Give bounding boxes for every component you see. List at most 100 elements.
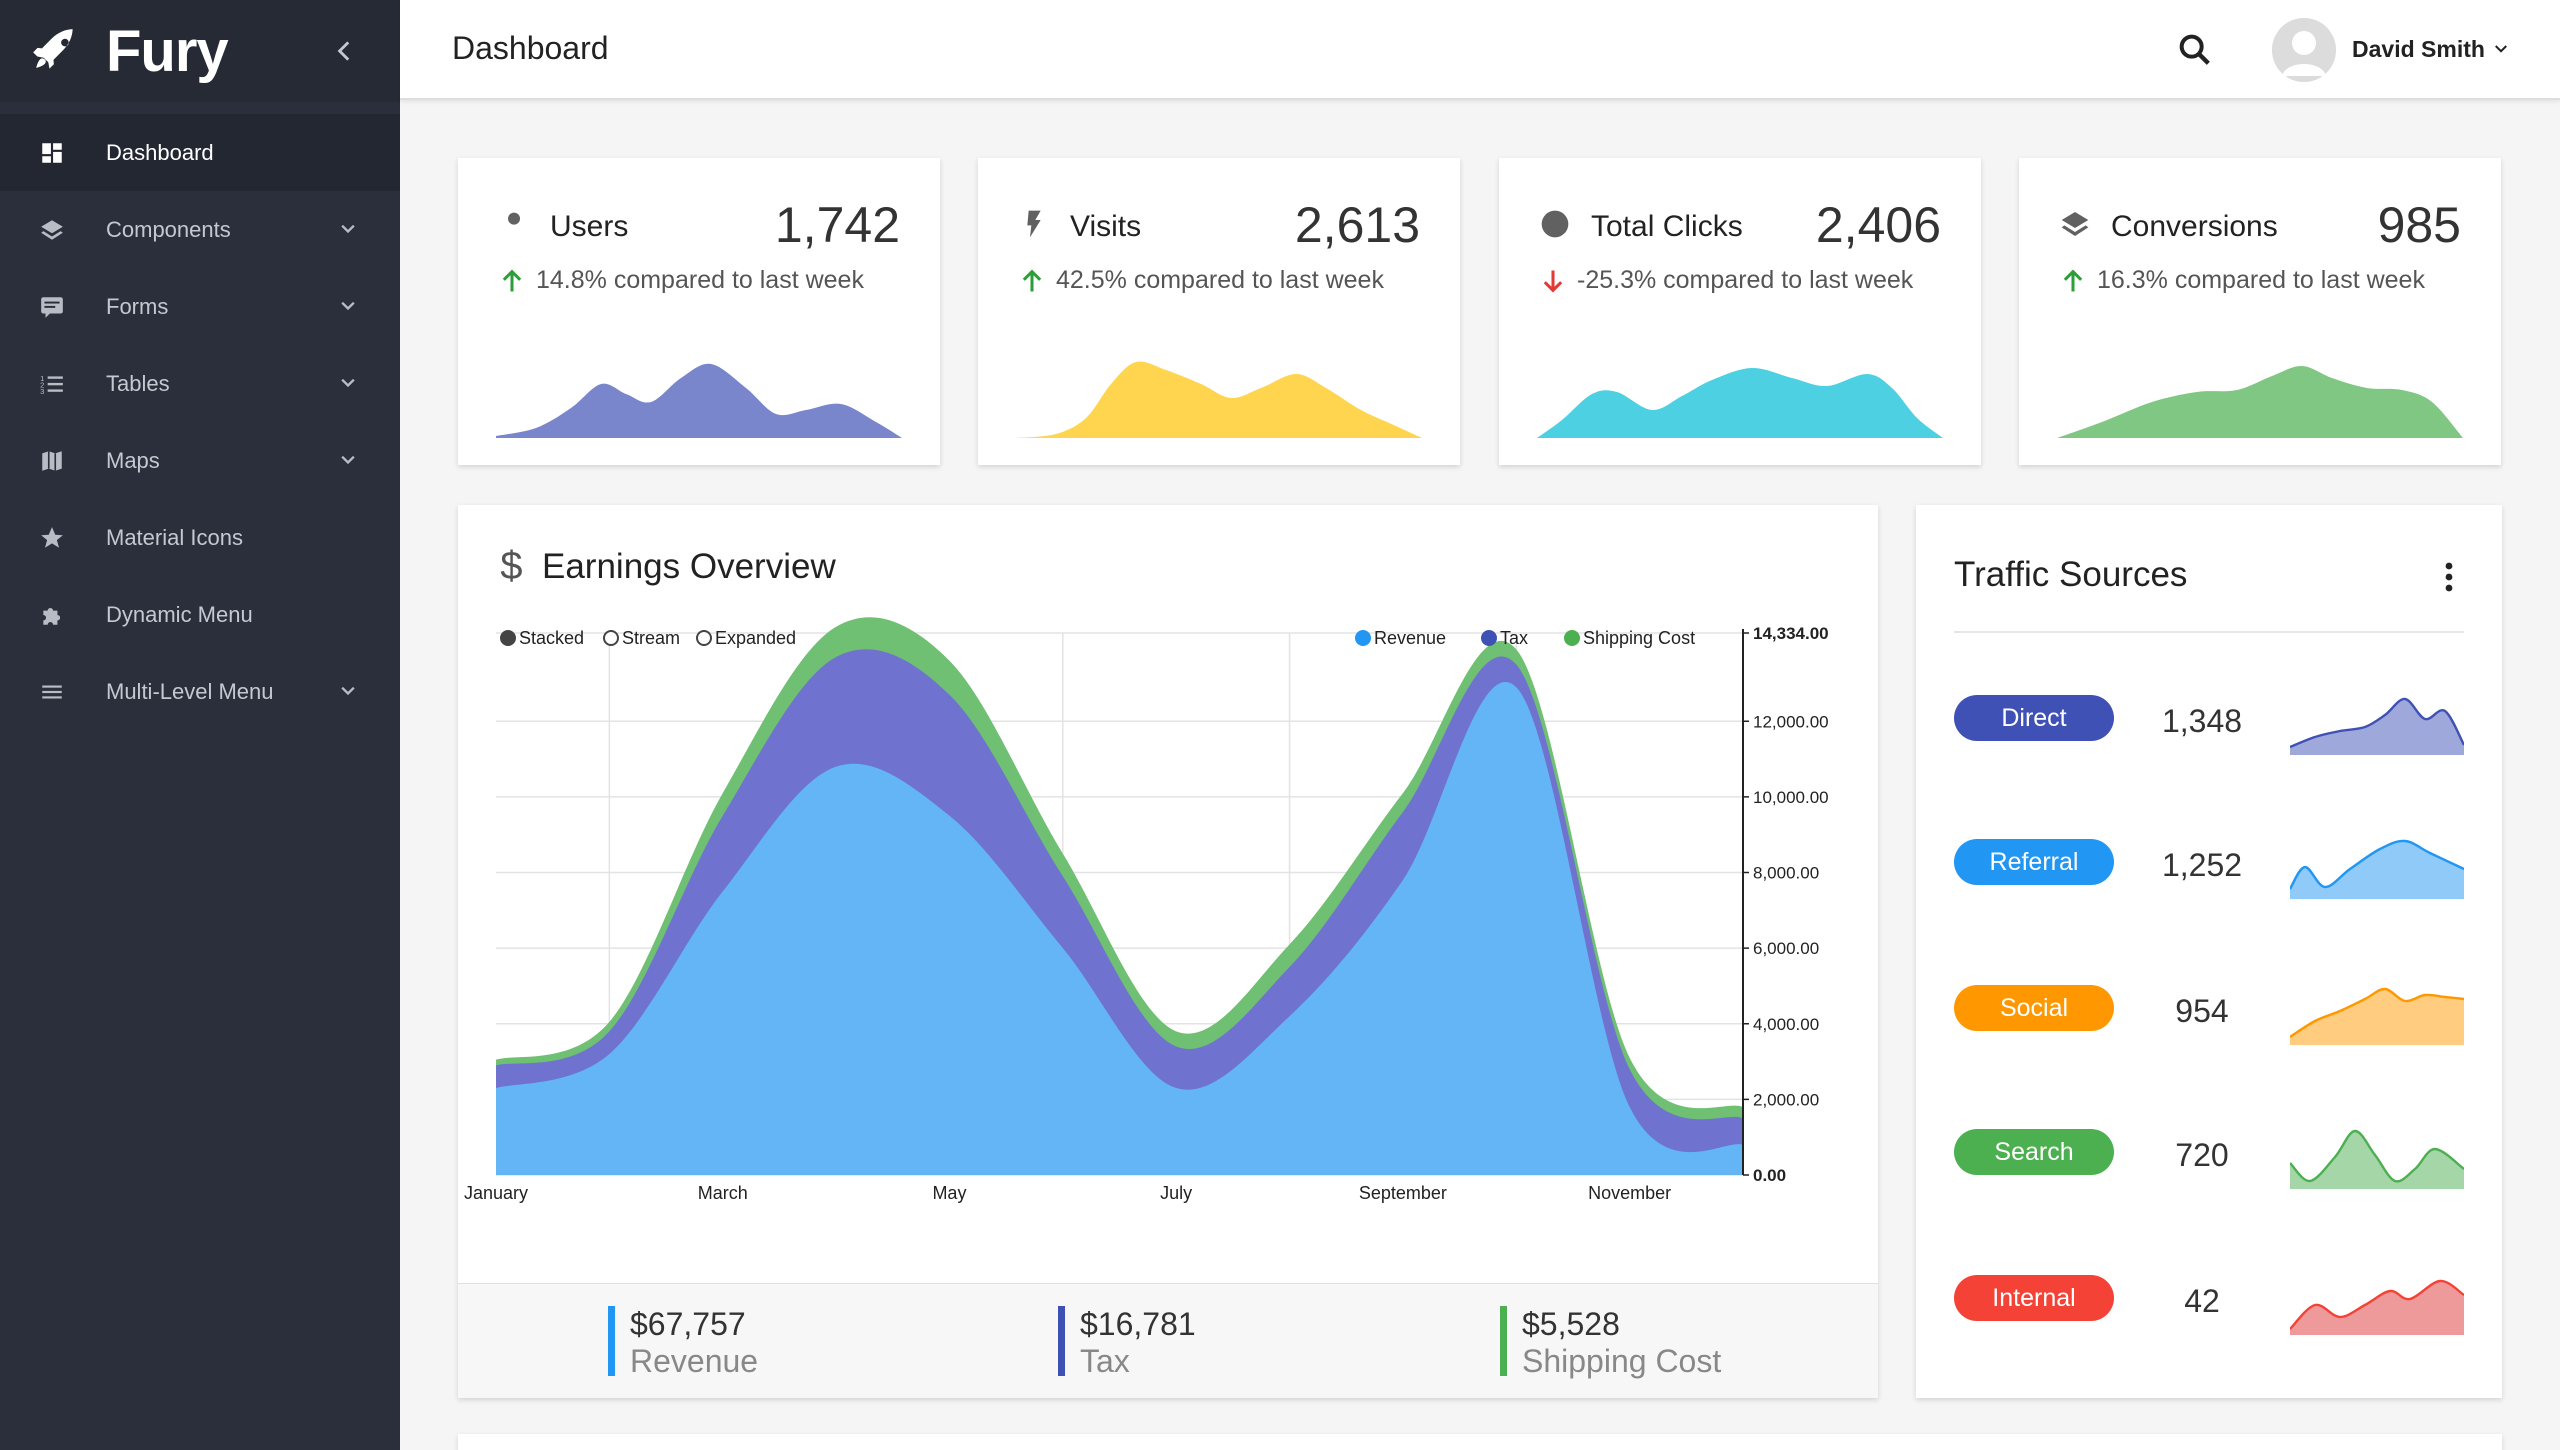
stat-delta-text: 14.8% compared to last week bbox=[536, 266, 864, 294]
brand[interactable]: Fury bbox=[0, 0, 400, 102]
chevron-down-icon[interactable] bbox=[2492, 40, 2510, 58]
legend-dot-shipping-cost[interactable] bbox=[1564, 630, 1580, 646]
user-name[interactable]: David Smith bbox=[2352, 36, 2485, 62]
stat-delta-text: 42.5% compared to last week bbox=[1056, 266, 1384, 294]
total-shipping-cost: $5,528 Shipping Cost bbox=[1500, 1306, 1721, 1380]
y-tick-label: 4,000.00 bbox=[1753, 1015, 1819, 1034]
more-vertical-icon[interactable] bbox=[2444, 561, 2454, 593]
stat-card-total-clicks: Total Clicks 2,406 -25.3% compared to last… bbox=[1499, 158, 1981, 465]
legend-label[interactable]: Tax bbox=[1500, 628, 1528, 648]
earnings-title: Earnings Overview bbox=[542, 547, 836, 586]
avatar[interactable] bbox=[2272, 18, 2336, 82]
sidebar-item-material-icons[interactable]: Material Icons bbox=[0, 499, 400, 576]
total-color-bar bbox=[1500, 1306, 1507, 1376]
nav-icon-wrap bbox=[38, 601, 66, 629]
chevron-down-icon[interactable] bbox=[338, 450, 358, 470]
mode-label-stream[interactable]: Stream bbox=[622, 628, 680, 648]
stat-value: 1,742 bbox=[774, 197, 900, 253]
legend-label[interactable]: Shipping Cost bbox=[1583, 628, 1695, 648]
dashboard-icon bbox=[42, 142, 62, 163]
total-label: Tax bbox=[1080, 1343, 1130, 1379]
source-badge[interactable]: Referral bbox=[1954, 839, 2114, 885]
sparkline bbox=[1537, 367, 1943, 438]
sidebar-item-forms[interactable]: Forms bbox=[0, 268, 400, 345]
sparkline bbox=[2290, 697, 2464, 755]
sidebar-item-dashboard[interactable]: Dashboard bbox=[0, 114, 400, 191]
nav-icon-wrap bbox=[38, 447, 66, 475]
sidebar-item-components[interactable]: Components bbox=[0, 191, 400, 268]
sidebar-item-label: Dynamic Menu bbox=[106, 601, 253, 627]
mode-radio-stream[interactable] bbox=[603, 630, 619, 646]
chevron-down-icon[interactable] bbox=[338, 681, 358, 701]
user-avatar-icon bbox=[2272, 18, 2336, 82]
sidebar-item-tables[interactable]: 1 2 3 Tables bbox=[0, 345, 400, 422]
stat-card-users: Users 1,742 14.8% compared to last week bbox=[458, 158, 940, 465]
y-tick-label: 8,000.00 bbox=[1753, 864, 1819, 883]
legend-dot-revenue[interactable] bbox=[1355, 630, 1371, 646]
legend-label[interactable]: Revenue bbox=[1374, 628, 1446, 648]
source-badge[interactable]: Internal bbox=[1954, 1275, 2114, 1321]
traffic-row-referral: Referral 1,252 bbox=[1954, 819, 2464, 899]
area-revenue bbox=[496, 681, 1743, 1175]
stat-card-conversions: Conversions 985 16.3% compared to last wee… bbox=[2019, 158, 2501, 465]
legend-dot-tax[interactable] bbox=[1481, 630, 1497, 646]
chevron-down-icon[interactable] bbox=[338, 219, 358, 239]
stat-delta: -25.3% compared to last week bbox=[1539, 266, 1913, 295]
svg-text:$: $ bbox=[500, 545, 522, 585]
stat-delta: 16.3% compared to last week bbox=[2059, 266, 2425, 295]
sparkline-area bbox=[1537, 367, 1943, 438]
sparkline bbox=[2290, 1129, 2464, 1189]
x-tick-label: March bbox=[698, 1183, 748, 1203]
sparkline-area bbox=[496, 363, 902, 438]
sparkline bbox=[496, 363, 902, 438]
y-tick-label: 6,000.00 bbox=[1753, 939, 1819, 958]
x-tick-label: May bbox=[932, 1183, 966, 1203]
nav-icon-wrap bbox=[38, 524, 66, 552]
y-tick-label: 10,000.00 bbox=[1753, 788, 1829, 807]
chevron-left-icon[interactable] bbox=[332, 38, 358, 64]
sparkline-area bbox=[2290, 1280, 2464, 1335]
total-value: $5,528 bbox=[1522, 1306, 1620, 1342]
sidebar-item-label: Material Icons bbox=[106, 524, 243, 550]
traffic-row-internal: Internal 42 bbox=[1954, 1255, 2464, 1335]
sidebar-item-label: Dashboard bbox=[106, 139, 214, 165]
sparkline-area bbox=[2057, 365, 2463, 438]
sidebar-item-maps[interactable]: Maps bbox=[0, 422, 400, 499]
source-badge[interactable]: Search bbox=[1954, 1129, 2114, 1175]
stat-card-visits: Visits 2,613 42.5% compared to last week bbox=[978, 158, 1460, 465]
earnings-totals: $67,757 Revenue $16,781 Tax $5,528 Shipping C… bbox=[458, 1283, 1878, 1398]
stat-value: 2,613 bbox=[1294, 197, 1420, 253]
mode-radio-stacked[interactable] bbox=[500, 630, 516, 646]
total-tax: $16,781 Tax bbox=[1058, 1306, 1196, 1380]
sparkline-line bbox=[2290, 1279, 2464, 1330]
search-icon[interactable] bbox=[2175, 30, 2215, 70]
stat-label: Users bbox=[550, 210, 629, 243]
list-numbered-icon: 123 bbox=[40, 373, 63, 395]
mode-radio-expanded[interactable] bbox=[696, 630, 712, 646]
source-badge[interactable]: Social bbox=[1954, 985, 2114, 1031]
chevron-down-icon[interactable] bbox=[338, 373, 358, 393]
sidebar-item-dynamic-menu[interactable]: Dynamic Menu bbox=[0, 576, 400, 653]
sidebar-item-label: Maps bbox=[106, 447, 160, 473]
sparkline bbox=[2290, 839, 2464, 899]
sparkline-area bbox=[2290, 988, 2464, 1045]
source-badge[interactable]: Direct bbox=[1954, 695, 2114, 741]
source-value: 1,348 bbox=[2161, 703, 2243, 739]
sparkline bbox=[2057, 365, 2463, 438]
stat-value: 985 bbox=[2377, 197, 2461, 253]
chevron-down-icon[interactable] bbox=[338, 296, 358, 316]
source-value: 720 bbox=[2175, 1137, 2229, 1173]
flash-icon bbox=[1027, 210, 1041, 238]
next-card bbox=[458, 1434, 2502, 1450]
arrow-down-icon bbox=[1543, 270, 1563, 292]
mode-label-expanded[interactable]: Expanded bbox=[715, 628, 796, 648]
traffic-row-search: Search 720 bbox=[1954, 1109, 2464, 1189]
mode-label-stacked[interactable]: Stacked bbox=[519, 628, 584, 648]
layers-icon bbox=[41, 219, 63, 240]
sidebar-nav: Dashboard Components Forms 1 2 3 Tables Maps Mat… bbox=[0, 114, 400, 730]
nav-icon-wrap bbox=[38, 139, 66, 167]
sidebar-item-multi-level-menu[interactable]: Multi-Level Menu bbox=[0, 653, 400, 730]
traffic-row-direct: Direct 1,348 bbox=[1954, 675, 2464, 755]
sidebar-item-label: Components bbox=[106, 216, 231, 242]
